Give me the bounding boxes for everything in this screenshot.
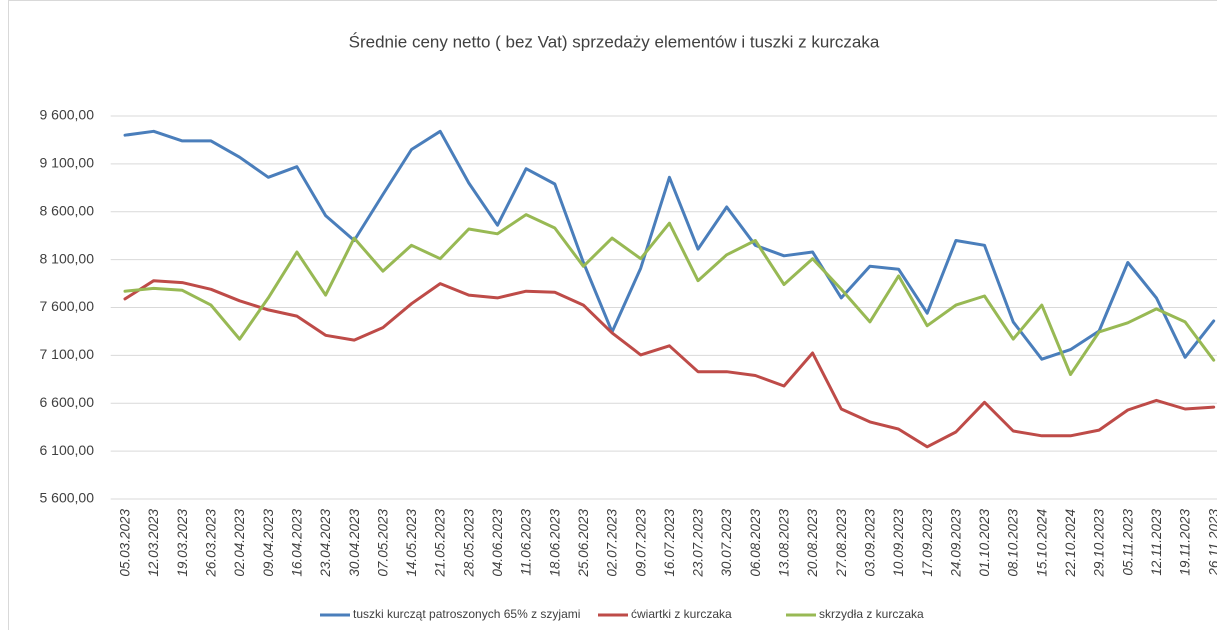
x-tick-label: 20.08.2023 xyxy=(805,509,820,578)
series-line xyxy=(123,213,1216,376)
x-tick-label: 30.07.2023 xyxy=(719,509,734,577)
x-tick-label: 04.06.2023 xyxy=(490,509,505,577)
x-tick-label: 22.10.2024 xyxy=(1063,509,1078,578)
x-tick-label: 26.03.2023 xyxy=(204,509,219,578)
x-tick-label: 02.07.2023 xyxy=(605,509,620,577)
y-tick-label: 7 100,00 xyxy=(40,346,95,362)
y-tick-label: 5 600,00 xyxy=(40,490,95,506)
x-tick-label: 14.05.2023 xyxy=(404,509,419,577)
series-line xyxy=(123,129,1216,361)
x-tick-label: 12.11.2023 xyxy=(1149,509,1164,576)
y-tick-label: 7 600,00 xyxy=(40,298,95,314)
x-tick-label: 01.10.2023 xyxy=(977,509,992,577)
chart-title: Średnie ceny netto ( bez Vat) sprzedaży … xyxy=(349,32,880,51)
x-tick-label: 02.04.2023 xyxy=(232,509,247,577)
x-tick-label: 18.06.2023 xyxy=(547,509,562,577)
x-tick-label: 07.05.2023 xyxy=(375,509,390,577)
x-tick-label: 19.03.2023 xyxy=(175,509,190,577)
y-tick-label: 9 600,00 xyxy=(40,107,95,123)
x-tick-label: 30.04.2023 xyxy=(347,509,362,577)
x-tick-label: 15.10.2024 xyxy=(1034,509,1049,577)
x-tick-label: 28.05.2023 xyxy=(461,509,476,578)
x-tick-label: 16.07.2023 xyxy=(662,509,677,577)
x-tick-label: 26.11.2023 xyxy=(1206,509,1217,577)
x-tick-label: 08.10.2023 xyxy=(1006,509,1021,577)
legend-label: tuszki kurcząt patroszonych 65% z szyjam… xyxy=(353,607,580,621)
x-tick-label: 24.09.2023 xyxy=(948,509,963,578)
y-tick-label: 8 100,00 xyxy=(40,250,95,266)
x-tick-label: 05.11.2023 xyxy=(1120,509,1135,576)
y-tick-label: 8 600,00 xyxy=(40,202,95,218)
series-line xyxy=(123,279,1216,449)
chart-border xyxy=(8,0,1217,630)
x-tick-label: 17.09.2023 xyxy=(920,509,935,577)
x-tick-label: 12.03.2023 xyxy=(146,509,161,577)
x-tick-label: 21.05.2023 xyxy=(433,509,448,578)
x-tick-label: 23.04.2023 xyxy=(318,509,333,578)
y-tick-label: 9 100,00 xyxy=(40,155,95,171)
x-tick-label: 09.04.2023 xyxy=(261,509,276,577)
x-tick-label: 23.07.2023 xyxy=(691,509,706,578)
x-tick-label: 25.06.2023 xyxy=(576,509,591,578)
legend-label: skrzydła z kurczaka xyxy=(819,607,924,621)
x-tick-label: 16.04.2023 xyxy=(289,509,304,577)
x-tick-label: 05.03.2023 xyxy=(118,509,133,577)
x-tick-label: 06.08.2023 xyxy=(748,509,763,577)
x-tick-label: 29.10.2023 xyxy=(1092,509,1107,578)
x-tick-label: 10.09.2023 xyxy=(891,509,906,577)
x-tick-label: 09.07.2023 xyxy=(633,509,648,577)
legend-label: ćwiartki z kurczaka xyxy=(631,607,732,621)
x-tick-label: 27.08.2023 xyxy=(834,509,849,578)
x-tick-label: 19.11.2023 xyxy=(1178,509,1193,576)
x-tick-label: 03.09.2023 xyxy=(862,509,877,577)
x-tick-label: 13.08.2023 xyxy=(777,509,792,577)
y-tick-label: 6 600,00 xyxy=(40,394,95,410)
y-tick-label: 6 100,00 xyxy=(40,442,95,458)
x-tick-label: 11.06.2023 xyxy=(519,509,534,576)
